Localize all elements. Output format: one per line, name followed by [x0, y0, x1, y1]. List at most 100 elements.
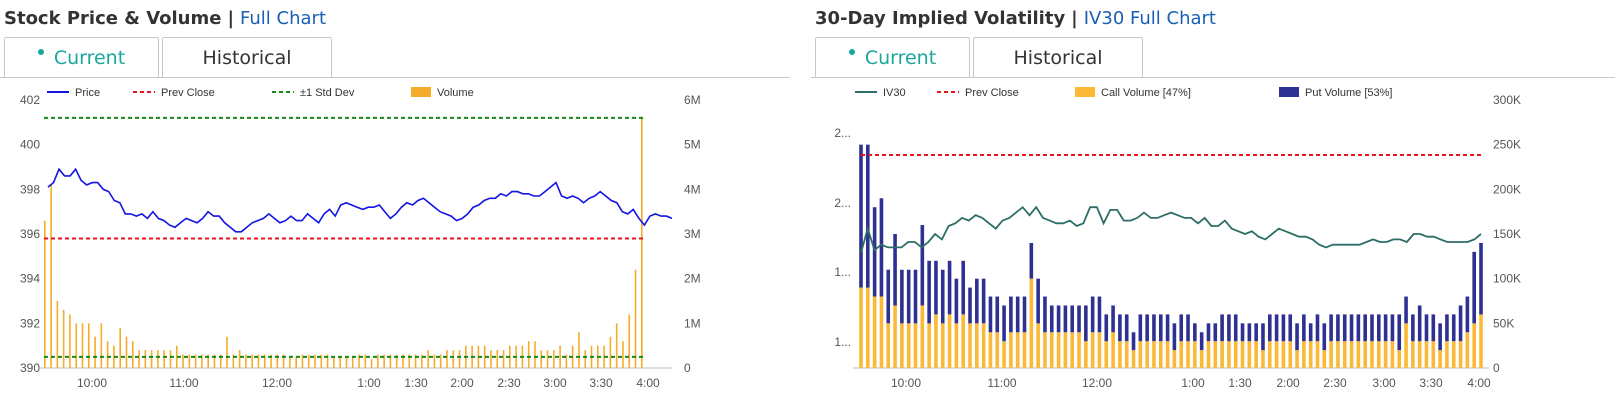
volume-bar	[427, 350, 429, 368]
put-volume-bar	[1315, 314, 1320, 342]
active-tab-dot-icon	[848, 48, 855, 55]
x-tick-label: 11:00	[169, 376, 198, 390]
volume-bar	[81, 323, 84, 368]
iv30-line	[860, 205, 1482, 254]
put-volume-bar	[940, 269, 945, 324]
y-tick-label: 402	[20, 93, 40, 107]
call-volume-bar	[1043, 332, 1047, 368]
call-volume-bar	[1131, 350, 1136, 368]
put-volume-bar	[1397, 314, 1402, 351]
call-volume-bar	[1308, 341, 1313, 368]
put-volume-bar	[1233, 314, 1238, 342]
put-volume-bar	[1390, 314, 1395, 342]
tab-historical[interactable]: Historical	[162, 37, 332, 78]
volume-bar	[87, 323, 90, 368]
iv30-full-chart-link[interactable]: IV30 Full Chart	[1083, 8, 1216, 29]
call-volume-bar	[1172, 350, 1177, 368]
legend-swatch	[1279, 87, 1299, 97]
put-volume-bar	[1029, 242, 1034, 279]
put-volume-bar	[1261, 323, 1265, 351]
x-tick-label: 2:30	[497, 376, 521, 390]
call-volume-bar	[1267, 341, 1272, 368]
x-tick-label: 1:30	[404, 376, 428, 390]
call-volume-bar	[1370, 341, 1374, 368]
volume-bar	[483, 345, 486, 368]
put-volume-bar	[1281, 314, 1286, 342]
full-chart-link[interactable]: Full Chart	[240, 8, 326, 29]
y-right-tick-label: 3M	[684, 227, 701, 241]
volume-bar	[395, 354, 398, 368]
volume-bar	[584, 350, 587, 368]
volume-bar	[276, 354, 279, 368]
put-volume-bar	[920, 225, 925, 306]
volume-bar	[238, 350, 241, 368]
put-volume-bar	[927, 260, 931, 324]
volume-bar	[439, 354, 442, 368]
volume-bar	[257, 354, 260, 368]
x-tick-label: 10:00	[77, 376, 107, 390]
volume-bar	[452, 350, 455, 368]
volume-bar	[69, 314, 71, 368]
put-volume-bar	[879, 198, 884, 297]
put-volume-bar	[906, 269, 911, 324]
put-volume-bar	[1465, 296, 1470, 333]
call-volume-bar	[1056, 332, 1061, 368]
put-volume-bar	[1009, 296, 1013, 333]
call-volume-bar	[1206, 341, 1211, 368]
call-volume-bar	[1213, 341, 1218, 368]
x-tick-label: 1:00	[357, 376, 381, 390]
volume-bar	[157, 350, 159, 368]
put-volume-bar	[1186, 314, 1190, 342]
volume-bar	[62, 309, 65, 368]
put-volume-bar	[1043, 296, 1047, 333]
put-volume-bar	[1438, 323, 1442, 351]
tab-current[interactable]: Current	[4, 37, 159, 78]
put-volume-bar	[1431, 314, 1436, 342]
x-tick-label: 1:30	[1228, 376, 1252, 390]
x-tick-label: 2:30	[1323, 376, 1347, 390]
volume-bar	[421, 354, 423, 368]
call-volume-bar	[1063, 332, 1068, 368]
y-right-tick-label: 100K	[1493, 272, 1521, 286]
implied-volatility-chart: IV30 Prev Close Call Volume [47%] Put Volum…	[834, 87, 1521, 390]
put-volume-bar	[1451, 314, 1456, 342]
y-right-tick-label: 4M	[684, 182, 701, 196]
call-volume-bar	[1118, 341, 1122, 368]
x-tick-label: 10:00	[891, 376, 921, 390]
put-volume-bar	[1152, 314, 1156, 342]
call-volume-bar	[1254, 341, 1258, 368]
volume-bar	[219, 354, 222, 368]
y-tick-label: 2...	[834, 126, 851, 140]
put-volume-bar	[1424, 314, 1429, 342]
put-volume-bar	[1342, 314, 1347, 342]
volume-bar	[289, 356, 291, 368]
put-volume-bar	[961, 260, 965, 315]
volume-bar	[559, 345, 561, 368]
x-tick-label: 3:30	[589, 376, 613, 390]
tab-historical[interactable]: Historical	[973, 37, 1143, 78]
call-volume-bar	[893, 305, 897, 368]
volume-bar	[150, 350, 153, 368]
volume-bar	[622, 341, 624, 368]
volume-bar	[175, 345, 178, 368]
call-volume-bar	[1090, 332, 1095, 368]
call-volume-bar	[954, 323, 959, 368]
volume-bar	[540, 350, 543, 368]
call-volume-bar	[913, 323, 918, 368]
volume-bar	[295, 356, 297, 368]
call-volume-bar	[1165, 341, 1170, 368]
call-volume-bar	[1274, 341, 1279, 368]
volume-bar	[383, 354, 385, 368]
put-volume-bar	[866, 144, 870, 288]
call-volume-bar	[859, 287, 863, 368]
put-volume-bar	[1056, 305, 1061, 333]
call-volume-bar	[1431, 341, 1436, 368]
tab-current-label: Current	[864, 47, 937, 69]
x-tick-label: 4:00	[636, 376, 660, 390]
volume-bar	[408, 354, 411, 368]
volume-bar	[131, 341, 134, 368]
call-volume-bar	[1438, 350, 1442, 368]
price-line	[47, 167, 673, 233]
y-right-tick-label: 150K	[1493, 227, 1521, 241]
tab-current[interactable]: Current	[815, 37, 970, 78]
